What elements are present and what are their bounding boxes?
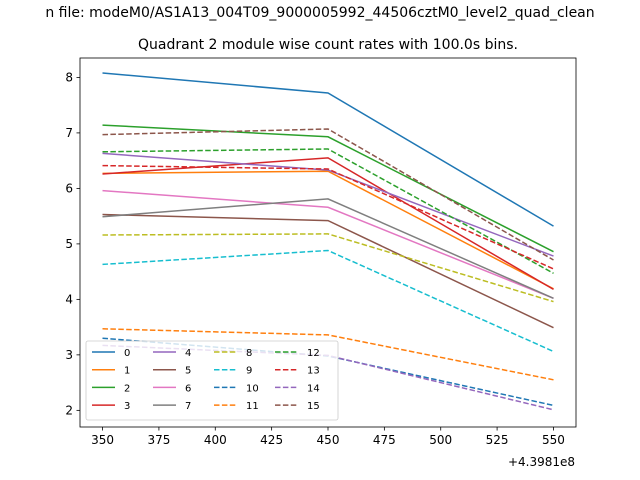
- series-line-13: [102, 164, 554, 270]
- legend-label-14: 14: [307, 383, 320, 394]
- y-tick-label: 7: [65, 126, 73, 140]
- series-line-11: [102, 328, 554, 381]
- legend-label-13: 13: [307, 366, 320, 377]
- legend-label-6: 6: [185, 383, 191, 394]
- legend-label-3: 3: [124, 401, 130, 412]
- legend-label-9: 9: [246, 366, 252, 377]
- y-tick-label: 3: [65, 348, 73, 362]
- series-line-8: [102, 233, 554, 303]
- series-line-12: [102, 148, 554, 274]
- legend-label-7: 7: [185, 401, 191, 412]
- legend-label-0: 0: [124, 348, 130, 359]
- y-tick-label: 5: [65, 237, 73, 251]
- legend-label-4: 4: [185, 348, 191, 359]
- legend-label-12: 12: [307, 348, 320, 359]
- series-line-7: [102, 198, 554, 299]
- legend-label-8: 8: [246, 348, 252, 359]
- legend-label-5: 5: [185, 366, 191, 377]
- y-tick-label: 2: [65, 403, 73, 417]
- legend-label-10: 10: [246, 383, 259, 394]
- x-tick-label: 400: [204, 433, 227, 447]
- series-line-6: [102, 189, 554, 299]
- y-tick-label: 6: [65, 181, 73, 195]
- x-tick-label: 475: [373, 433, 396, 447]
- chart-title: Quadrant 2 module wise count rates with …: [138, 37, 518, 53]
- legend-label-1: 1: [124, 366, 130, 377]
- x-tick-label: 375: [147, 433, 170, 447]
- y-tick-label: 4: [65, 292, 73, 306]
- legend-label-11: 11: [246, 401, 259, 412]
- legend-label-15: 15: [307, 401, 320, 412]
- series-line-0: [102, 72, 554, 227]
- series-line-1: [102, 170, 554, 290]
- plot-area: 350 375 400 425 450 475 500 525 5502345678012345…: [65, 57, 577, 447]
- series-line-5: [102, 213, 554, 329]
- x-tick-label: 450: [317, 433, 340, 447]
- x-tick-label: 350: [91, 433, 114, 447]
- x-tick-label: 525: [486, 433, 509, 447]
- series-line-9: [102, 249, 554, 353]
- series-line-3: [102, 157, 554, 291]
- series-line-2: [102, 124, 554, 253]
- y-tick-label: 8: [65, 70, 73, 84]
- x-offset-label: +4.3981e8: [508, 455, 575, 469]
- x-tick-label: 550: [542, 433, 565, 447]
- legend-label-2: 2: [124, 383, 130, 394]
- x-tick-label: 500: [429, 433, 452, 447]
- chart-suptitle: n file: modeM0/AS1A13_004T09_9000005992_…: [45, 5, 594, 21]
- legend-box: [85, 340, 339, 421]
- x-tick-label: 425: [260, 433, 283, 447]
- series-line-15: [102, 128, 554, 261]
- series-line-4: [102, 152, 554, 257]
